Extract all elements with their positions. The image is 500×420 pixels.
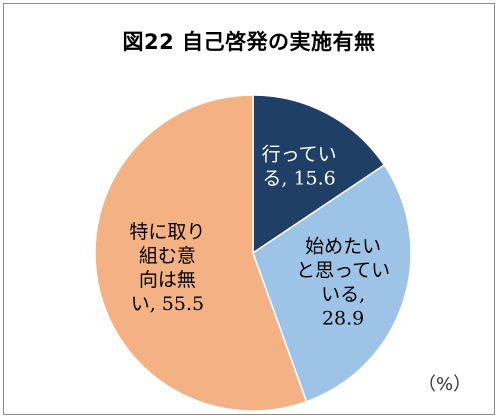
unit-label: （%） — [418, 374, 472, 395]
slice-label-line: 28.9 — [322, 308, 364, 330]
slice-label-line: る, 15.6 — [262, 168, 335, 190]
slice-label-1: 行っている, 15.6 — [262, 144, 337, 190]
slice-label-line: いる, — [321, 284, 365, 306]
pie-slice-3 — [94, 94, 308, 412]
chart-title: 図22 自己啓発の実施有無 — [122, 30, 376, 54]
slice-label-line: と思ってい — [296, 260, 390, 282]
pie-chart: 行っている, 15.6 始めたいと思っていいる, 28.9 特に取り組む意向は無い, … — [94, 94, 412, 412]
slice-label-2: 始めたいと思っていいる, 28.9 — [296, 236, 390, 330]
slice-label-line: 向は無 — [139, 269, 196, 291]
slice-label-line: 行ってい — [262, 144, 337, 166]
chart-frame: 図22 自己啓発の実施有無 行っている, 15.6 始めたいと思っていいる, 28.… — [3, 3, 495, 415]
slice-label-line: い, 55.5 — [131, 293, 204, 315]
slice-label-line: 始めたい — [305, 236, 381, 258]
slice-label-line: 組む意 — [139, 245, 196, 267]
slice-label-3: 特に取り組む意向は無い, 55.5 — [129, 221, 205, 315]
pie-slice-1 — [252, 94, 386, 255]
slice-label-line: 特に取り — [129, 221, 205, 243]
pie-slice-2 — [252, 163, 412, 403]
